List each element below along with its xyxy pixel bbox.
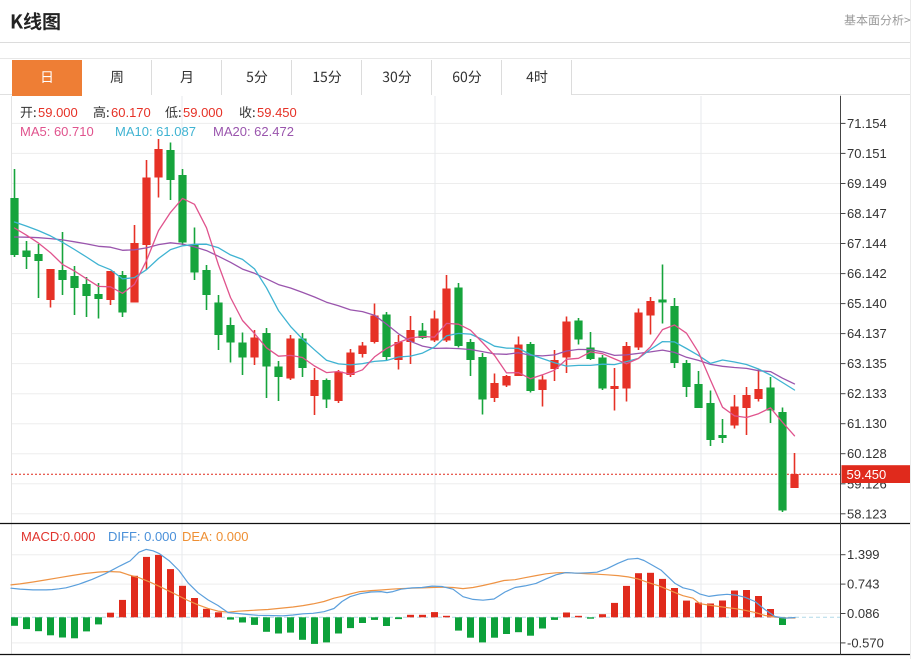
- svg-text:MACD:0.000: MACD:0.000: [21, 529, 95, 544]
- svg-text:69.149: 69.149: [847, 176, 887, 191]
- svg-text:60.170: 60.170: [111, 105, 151, 120]
- svg-text:DEA: 0.000: DEA: 0.000: [182, 529, 249, 544]
- svg-text:70.151: 70.151: [847, 146, 887, 161]
- svg-text:65.140: 65.140: [847, 296, 887, 311]
- svg-text:71.154: 71.154: [847, 116, 887, 131]
- svg-text:1.399: 1.399: [847, 547, 880, 562]
- svg-text:59.000: 59.000: [38, 105, 78, 120]
- svg-text:62.133: 62.133: [847, 386, 887, 401]
- svg-text:MA20: 62.472: MA20: 62.472: [213, 124, 294, 139]
- svg-text:59.450: 59.450: [847, 467, 887, 482]
- svg-text:61.130: 61.130: [847, 416, 887, 431]
- svg-text:63.135: 63.135: [847, 356, 887, 371]
- svg-text:64.137: 64.137: [847, 326, 887, 341]
- svg-text:MA5: 60.710: MA5: 60.710: [20, 124, 94, 139]
- svg-text:59.450: 59.450: [257, 105, 297, 120]
- svg-text:DIFF: 0.000: DIFF: 0.000: [108, 529, 177, 544]
- svg-text:68.147: 68.147: [847, 206, 887, 221]
- svg-text:0.086: 0.086: [847, 606, 880, 621]
- svg-text:58.123: 58.123: [847, 506, 887, 521]
- svg-text:67.144: 67.144: [847, 236, 887, 251]
- svg-text:MA10: 61.087: MA10: 61.087: [115, 124, 196, 139]
- svg-text:-0.570: -0.570: [847, 635, 884, 650]
- svg-text:0.743: 0.743: [847, 577, 880, 592]
- svg-text:59.000: 59.000: [183, 105, 223, 120]
- svg-text:60.128: 60.128: [847, 446, 887, 461]
- svg-text:66.142: 66.142: [847, 266, 887, 281]
